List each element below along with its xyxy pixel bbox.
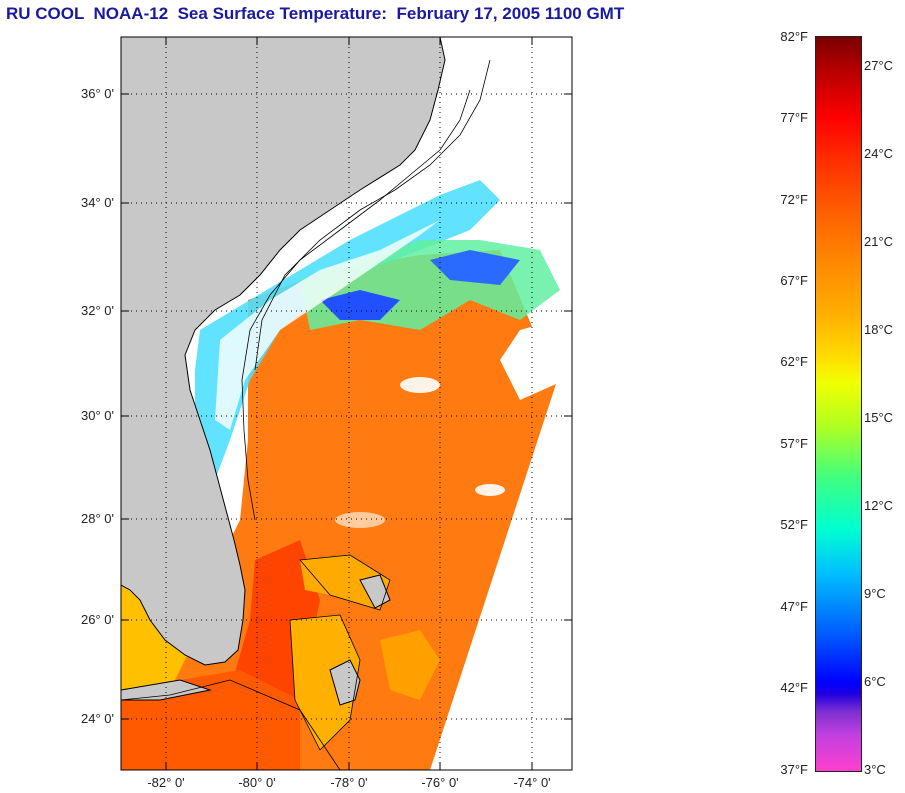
cold-blue-patches (320, 290, 400, 320)
longitude-label: -74° 0' (513, 775, 551, 790)
axis-ticks (121, 37, 572, 770)
bahama-bank-west (300, 555, 390, 610)
fahrenheit-label: 67°F (780, 273, 808, 288)
longitude-label: -78° 0' (330, 775, 368, 790)
latitude-label: 30° 0' (81, 408, 114, 423)
latitude-label: 36° 0' (81, 86, 114, 101)
longitude-label: -76° 0' (421, 775, 459, 790)
celsius-label: 27°C (864, 58, 894, 73)
temperature-colorbar (815, 36, 862, 772)
depth-contour (299, 554, 391, 611)
fahrenheit-label: 57°F (780, 436, 808, 451)
land-mass (121, 37, 446, 666)
fahrenheit-label: 52°F (780, 517, 808, 532)
grid-lines (121, 37, 572, 770)
map-title: RU COOL NOAA-12 Sea Surface Temperature:… (6, 4, 625, 23)
fahrenheit-label: 82°F (780, 29, 808, 44)
fahrenheit-label: 72°F (780, 192, 808, 207)
fahrenheit-label: 37°F (780, 762, 808, 777)
celsius-label: 3°C (864, 762, 886, 777)
celsius-label: 6°C (864, 674, 886, 689)
latitude-label: 24° 0' (81, 711, 114, 726)
celsius-label: 21°C (864, 234, 894, 249)
land-island (121, 679, 212, 701)
cloud-patch (335, 512, 385, 528)
longitude-label: -82° 0' (147, 775, 185, 790)
longitude-label: -80° 0' (238, 775, 276, 790)
depth-contour (121, 679, 341, 770)
celsius-label: 15°C (864, 410, 894, 425)
celsius-label: 12°C (864, 498, 894, 513)
gulf-shelf-water (121, 570, 190, 700)
latitude-label: 32° 0' (81, 303, 114, 318)
fahrenheit-label: 62°F (780, 354, 808, 369)
cold-blue-patches-2 (430, 250, 520, 285)
latitude-label: 34° 0' (81, 195, 114, 210)
depth-contour (254, 59, 491, 371)
latitude-label: 26° 0' (81, 612, 114, 627)
cloud-patch (400, 377, 440, 393)
bahama-bank-east (380, 630, 440, 700)
bahama-bank-south (290, 615, 360, 750)
land-island (329, 659, 361, 706)
celsius-label: 24°C (864, 146, 894, 161)
fahrenheit-label: 47°F (780, 599, 808, 614)
fahrenheit-label: 42°F (780, 680, 808, 695)
land-island (359, 574, 391, 609)
celsius-label: 9°C (864, 586, 886, 601)
cloud-patch (475, 484, 505, 496)
depth-contour (289, 614, 361, 751)
cloud-cover-coast (215, 220, 440, 430)
map-frame (120, 36, 573, 771)
celsius-label: 18°C (864, 322, 894, 337)
cloud-cover-east (500, 320, 556, 400)
latitude-label: 28° 0' (81, 511, 114, 526)
fahrenheit-label: 77°F (780, 110, 808, 125)
